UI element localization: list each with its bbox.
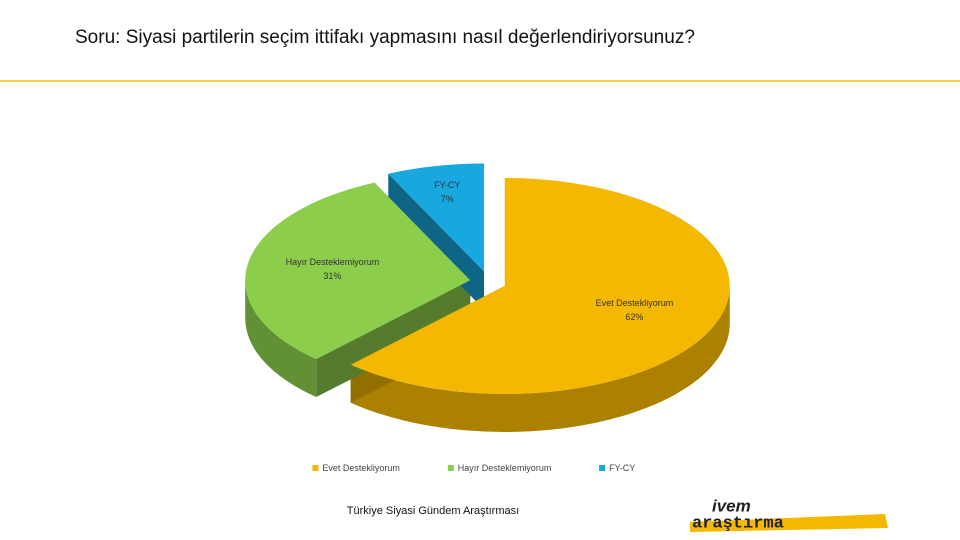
data-label-value: 31% <box>323 271 341 281</box>
legend: Evet Destekliyorum Hayır Desteklemiyorum F… <box>312 463 635 473</box>
data-label-value: 7% <box>441 194 454 204</box>
logo-brush <box>690 514 888 532</box>
legend-label: FY-CY <box>609 463 635 473</box>
slice <box>245 182 471 360</box>
slice <box>388 163 485 272</box>
slice-side <box>350 285 730 432</box>
slice <box>350 177 730 394</box>
data-label-name: Hayır Desteklemiyorum <box>286 257 380 267</box>
data-label-name: Evet Destekliyorum <box>596 298 674 308</box>
legend-swatch <box>447 465 454 471</box>
logo-top: ivem <box>712 496 751 515</box>
slice-cut <box>316 280 471 398</box>
legend-label: Hayır Desteklemiyorum <box>458 463 552 473</box>
logo-bottom: araştırma <box>692 514 784 533</box>
legend-swatch <box>312 465 319 471</box>
data-label-name: FY-CY <box>434 180 460 190</box>
legend-label: Evet Destekliyorum <box>322 463 400 473</box>
pie-chart: Evet Destekliyorum 62% Hayır Desteklemiyor… <box>245 163 730 432</box>
slide-title: Soru: Siyasi partilerin seçim ittifakı y… <box>75 27 695 48</box>
slice-side <box>245 280 317 398</box>
data-label-value: 62% <box>625 312 643 322</box>
footer-text: Türkiye Siyasi Gündem Araştırması <box>347 505 519 517</box>
logo: ivem araştırma <box>690 496 888 533</box>
legend-swatch <box>599 465 606 471</box>
